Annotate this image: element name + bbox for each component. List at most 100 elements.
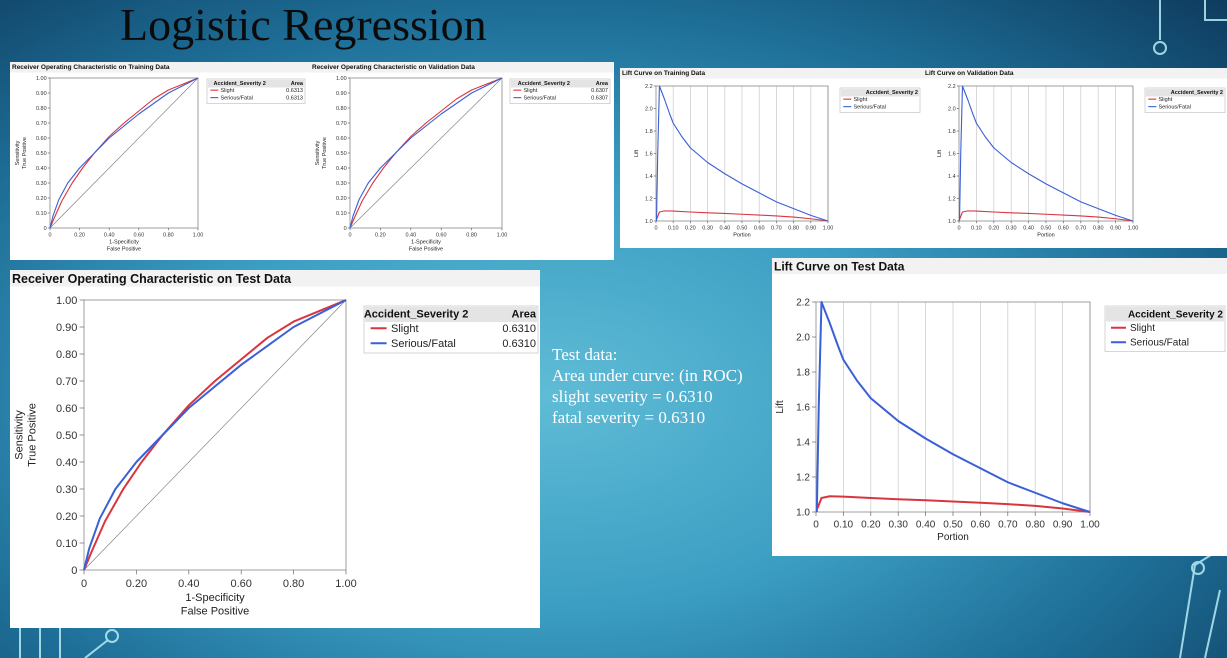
roc-test-svg: Receiver Operating Characteristic on Tes… [10, 270, 540, 618]
chart-lift-test-xtick-label-1: 0.10 [834, 520, 854, 531]
chart-roc-train-ylabel-2: True Positive [22, 137, 28, 169]
chart-lift-train-xtick-label-10: 1.00 [823, 226, 834, 232]
chart-lift-test-title-bar [772, 258, 1227, 274]
chart-lift-valid-xtick-label-8: 0.80 [1093, 226, 1104, 232]
chart-roc-test-xtick-label-1: 0.20 [126, 578, 147, 590]
chart-lift-train-xtick-label-3: 0.30 [702, 226, 713, 232]
chart-roc-train-ytick-label-8: 0.80 [36, 106, 47, 112]
chart-lift-test-xtick-label-9: 0.90 [1053, 520, 1073, 531]
chart-roc-test-legend-header-bg [365, 307, 537, 322]
chart-lift-test-xtick-label-10: 1.00 [1080, 520, 1100, 531]
chart-lift-valid-ytick-label-2: 1.4 [948, 174, 956, 180]
chart-lift-test-ytick-label-1: 1.2 [796, 473, 810, 484]
chart-roc-valid-ytick-label-2: 0.20 [336, 196, 347, 202]
chart-roc-valid-ylabel: Sensitivity [315, 140, 321, 165]
chart-lift-test-ytick-label-6: 2.2 [796, 298, 810, 309]
chart-lift-test-legend-label-serious-fatal: Serious/Fatal [1130, 337, 1189, 348]
chart-lift-train-xtick-label-7: 0.70 [771, 226, 782, 232]
chart-roc-train-legend-area-slight: 0.6313 [286, 88, 303, 94]
chart-lift-valid-ytick-label-1: 1.2 [948, 196, 956, 202]
chart-lift-test-ytick-label-5: 2.0 [796, 333, 810, 344]
chart-roc-valid-xlabel: 1-Specificity [411, 239, 441, 245]
chart-roc-train-ytick-label-5: 0.50 [36, 151, 47, 157]
chart-roc-test-ytick-label-7: 0.70 [56, 376, 77, 388]
chart-lift-train-xlabel: Portion [733, 232, 750, 238]
chart-roc-train-legend-header-bg [208, 80, 304, 88]
chart-roc-train-ytick-label-4: 0.40 [36, 166, 47, 172]
lift-test-panel: Lift Curve on Test Data 0 0.10 0.20 0.30 0.40… [772, 258, 1227, 556]
lift-test-svg: Lift Curve on Test Data 0 0.10 0.20 0.30 0.40… [772, 258, 1227, 543]
chart-roc-valid-legend-area-slight: 0.6307 [591, 88, 608, 94]
chart-roc-test-series-serious-fatal [83, 299, 347, 571]
chart-roc-test-legend-area-serious-fatal: 0.6310 [502, 338, 536, 350]
chart-roc-train-ytick-label-1: 0.10 [36, 211, 47, 217]
chart-roc-test-xtick-label-0: 0 [81, 578, 87, 590]
chart-roc-valid-xtick-label-3: 0.60 [436, 233, 447, 239]
chart-roc-test-xtick-label-5: 1.00 [335, 578, 356, 590]
chart-lift-test-xtick-label-7: 0.70 [998, 520, 1018, 531]
slide-title: Logistic Regression [120, 0, 487, 50]
chart-lift-train-xtick-label-0: 0 [654, 226, 657, 232]
chart-lift-valid-xtick-label-6: 0.60 [1058, 226, 1069, 232]
chart-lift-train-xtick-label-8: 0.80 [788, 226, 799, 232]
chart-roc-test-ytick-label-1: 0.10 [56, 538, 77, 550]
chart-roc-valid-ytick-label-4: 0.40 [336, 166, 347, 172]
lift-top-panel: Lift Curve on Training Data 0 0.10 0.20 0.30… [620, 68, 1227, 248]
chart-roc-test-ytick-label-2: 0.20 [56, 511, 77, 523]
chart-roc-train-xtick-label-2: 0.40 [104, 233, 115, 239]
chart-lift-train-xtick-label-5: 0.50 [737, 226, 748, 232]
chart-roc-valid-xtick-label-4: 0.80 [466, 233, 477, 239]
chart-lift-test-ylabel: Lift [775, 400, 786, 414]
chart-lift-valid-title-bar [923, 68, 1227, 79]
chart-lift-test-xlabel: Portion [937, 532, 969, 543]
chart-lift-valid-xtick-label-9: 0.90 [1110, 226, 1121, 232]
chart-lift-valid-xtick-label-3: 0.30 [1006, 226, 1017, 232]
chart-lift-valid-ytick-label-0: 1.0 [948, 219, 956, 225]
chart-roc-valid-ylabel-2: True Positive [322, 137, 328, 169]
chart-roc-test-diagonal [83, 299, 347, 571]
chart-lift-test-xtick-label-2: 0.20 [861, 520, 881, 531]
note-line-1: Test data: [552, 345, 618, 364]
chart-lift-train-xtick-label-2: 0.20 [685, 226, 696, 232]
chart-lift-valid-xtick-label-4: 0.40 [1023, 226, 1034, 232]
chart-lift-valid-legend-header: Accident_Severity 2 [1171, 90, 1223, 96]
chart-lift-train-legend-header: Accident_Severity 2 [866, 90, 918, 96]
chart-roc-test-xlabel: 1-Specificity [185, 592, 245, 604]
chart-roc-train-legend-label-serious-fatal: Serious/Fatal [221, 95, 253, 101]
chart-roc-valid-xlabel-2: False Positive [409, 246, 443, 252]
chart-lift-test-title: Lift Curve on Test Data [774, 260, 905, 274]
chart-roc-test-ylabel: Sensitivity [13, 410, 25, 460]
chart-roc-test-legend-area-slight: 0.6310 [502, 323, 536, 335]
chart-roc-train-ytick-label-7: 0.70 [36, 121, 47, 127]
chart-roc-valid-ytick-label-0: 0 [344, 226, 347, 232]
chart-roc-train-ytick-label-9: 0.90 [36, 91, 47, 97]
chart-roc-train-xtick-label-0: 0 [48, 233, 51, 239]
chart-lift-train-ytick-label-1: 1.2 [645, 196, 653, 202]
chart-roc-valid-legend-area-serious-fatal: 0.6307 [591, 95, 608, 101]
chart-roc-valid-ytick-label-8: 0.80 [336, 106, 347, 112]
chart-roc-train-diagonal [49, 77, 199, 229]
chart-lift-train-ytick-label-0: 1.0 [645, 219, 653, 225]
chart-roc-test-xtick-label-4: 0.80 [283, 578, 304, 590]
chart-roc-test-ytick-label-3: 0.30 [56, 484, 77, 496]
chart-roc-valid-title: Receiver Operating Characteristic on Val… [312, 64, 475, 71]
chart-roc-test-ytick-label-0: 0 [71, 565, 77, 577]
chart-roc-train-series-serious-fatal [49, 77, 199, 229]
chart-roc-valid-series-slight [349, 77, 503, 229]
chart-roc-test-legend-label-serious-fatal: Serious/Fatal [391, 338, 456, 350]
chart-roc-train-ytick-label-0: 0 [44, 226, 47, 232]
chart-roc-valid-xtick-label-5: 1.00 [497, 233, 508, 239]
chart-lift-test-ytick-label-3: 1.6 [796, 403, 810, 414]
chart-roc-valid-legend-label-serious-fatal: Serious/Fatal [524, 95, 556, 101]
chart-lift-valid-ylabel: Lift [937, 149, 943, 157]
chart-roc-train-title: Receiver Operating Characteristic on Tra… [12, 64, 170, 71]
chart-lift-test-series-serious-fatal [815, 301, 1091, 513]
chart-lift-valid-xtick-label-10: 1.00 [1128, 226, 1139, 232]
chart-roc-train-legend-header: Accident_Severity 2 [214, 81, 266, 87]
chart-roc-test-title: Receiver Operating Characteristic on Tes… [12, 272, 292, 286]
chart-lift-train-xtick-label-6: 0.60 [754, 226, 765, 232]
chart-roc-train-legend-area-serious-fatal: 0.6313 [286, 95, 303, 101]
chart-lift-train-title: Lift Curve on Training Data [622, 70, 705, 77]
chart-roc-valid-legend-area-header: Area [596, 81, 609, 87]
